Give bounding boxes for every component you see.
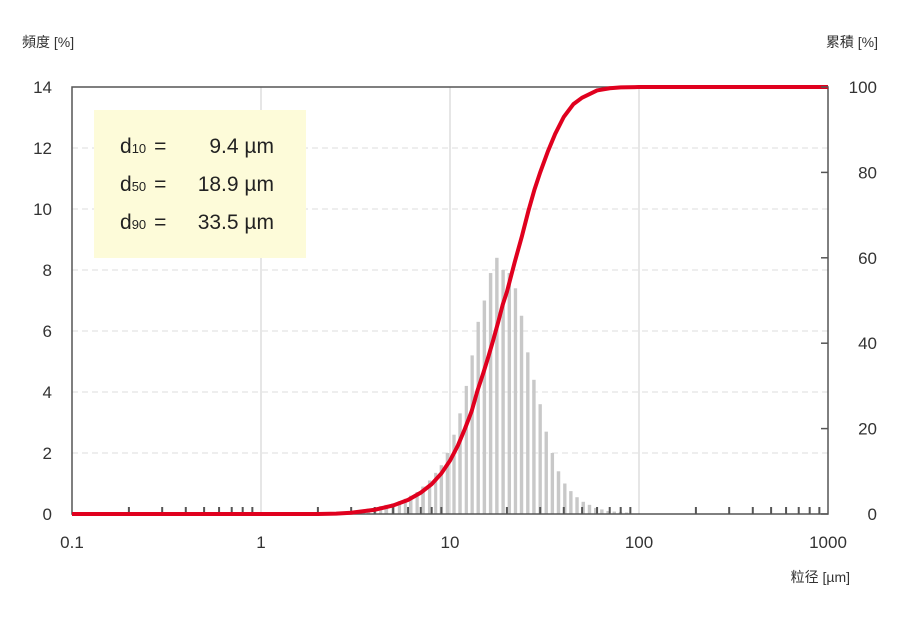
frequency-bar <box>458 413 462 514</box>
frequency-bar <box>427 480 432 514</box>
y-left-tick-labels: 0 2 4 6 8 10 12 14 <box>33 78 52 524</box>
d50-label: d50 = <box>120 173 166 196</box>
frequency-bar <box>409 495 413 514</box>
x-tick-label: 10 <box>441 533 460 552</box>
frequency-bar <box>495 257 499 514</box>
y-right-tick-marks <box>821 86 828 515</box>
frequency-bar <box>501 270 505 514</box>
frequency-bar <box>556 471 561 514</box>
y-right-tick-label: 20 <box>858 420 877 439</box>
x-tick-label: 0.1 <box>60 533 84 552</box>
x-minor-ticks <box>127 507 821 514</box>
frequency-bar <box>532 379 536 514</box>
frequency-bar <box>575 497 579 514</box>
y-left-tick-label: 2 <box>43 444 52 463</box>
annotation-background <box>94 110 306 258</box>
vertical-gridlines <box>260 87 640 514</box>
frequency-bar <box>434 472 438 514</box>
x-axis-title: 粒径 [µm] <box>791 569 850 585</box>
frequency-bar <box>538 404 542 514</box>
plot-frame <box>71 86 829 515</box>
x-tick-label: 100 <box>625 533 653 552</box>
frequency-bar <box>612 511 616 514</box>
x-tick-label: 1000 <box>809 533 847 552</box>
frequency-bar <box>563 483 567 514</box>
d90-label: d90 = <box>120 211 166 234</box>
frequency-bar <box>593 507 598 514</box>
y-right-axis-title: 累積 [%] <box>826 34 878 50</box>
d50-subscript: 50 <box>132 179 146 194</box>
frequency-bar <box>507 273 512 514</box>
d90-value: 33.5 µm <box>198 211 274 234</box>
y-left-tick-label: 12 <box>33 139 52 158</box>
frequency-bar <box>624 512 629 514</box>
frequency-bar <box>403 498 407 514</box>
y-left-tick-label: 10 <box>33 200 52 219</box>
frequency-bar <box>488 273 493 514</box>
frequency-bar <box>397 501 402 514</box>
x-tick-labels: 0.1 1 10 100 1000 <box>60 533 847 552</box>
x-tick-label: 1 <box>256 533 265 552</box>
frequency-bar <box>569 491 573 514</box>
y-left-tick-label: 4 <box>43 383 52 402</box>
d50-value: 18.9 µm <box>198 173 274 196</box>
frequency-bar <box>384 504 389 514</box>
frequency-bar <box>464 385 468 514</box>
frequency-bar <box>482 300 487 514</box>
frequency-bar <box>606 510 610 514</box>
frequency-bar <box>452 434 456 514</box>
frequency-bar <box>445 453 450 514</box>
frequency-bar <box>581 501 585 514</box>
frequency-bar <box>519 315 524 514</box>
y-left-tick-label: 8 <box>43 261 52 280</box>
frequency-bar <box>544 431 548 514</box>
y-left-tick-label: 14 <box>33 78 52 97</box>
frequency-bar <box>526 352 530 514</box>
d10-label: d10 = <box>120 135 166 158</box>
y-right-tick-label: 0 <box>868 505 877 524</box>
frequency-bar <box>439 465 444 514</box>
y-right-tick-label: 100 <box>849 78 877 97</box>
d90-subscript: 90 <box>132 217 146 232</box>
cumulative-curve <box>72 85 828 516</box>
annotation-box: d10 = 9.4 µm d50 = 18.9 µm d90 = 33.5 µm <box>94 110 306 258</box>
y-right-tick-labels: 0 20 40 60 80 100 <box>849 78 877 524</box>
frequency-bar <box>600 509 604 514</box>
y-left-tick-label: 6 <box>43 322 52 341</box>
y-left-tick-label: 0 <box>43 505 52 524</box>
frequency-bar <box>550 453 555 514</box>
frequency-bar <box>476 321 480 514</box>
frequency-bar <box>587 504 592 514</box>
frequency-bar <box>470 355 474 514</box>
d10-subscript: 10 <box>132 141 146 156</box>
y-right-tick-label: 40 <box>858 334 877 353</box>
frequency-bar <box>421 486 425 514</box>
frequency-bar <box>513 288 518 514</box>
d10-value: 9.4 µm <box>209 135 274 158</box>
y-left-axis-title: 頻度 [%] <box>22 34 74 50</box>
y-right-tick-label: 80 <box>858 163 877 182</box>
y-right-tick-label: 60 <box>858 249 877 268</box>
frequency-bar <box>415 492 419 514</box>
